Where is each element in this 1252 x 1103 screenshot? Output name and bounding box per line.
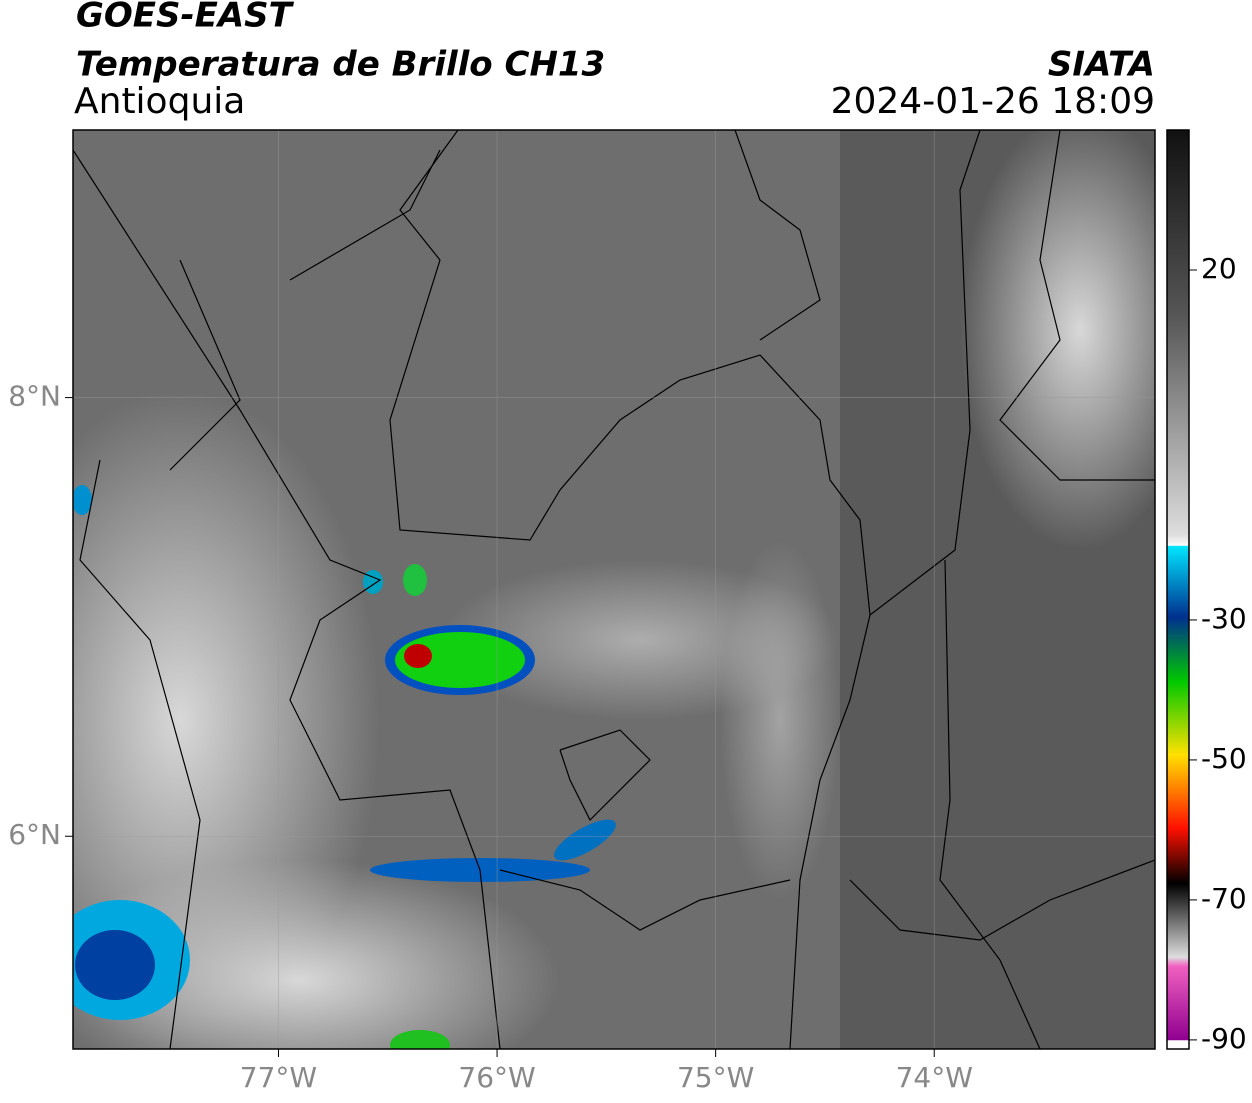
satellite-image [73,130,1155,1049]
x-tick-label: 74°W [896,1061,973,1094]
x-tick-label: 76°W [458,1061,535,1094]
colorbar-tick-label: -50 [1201,742,1247,775]
colorbar-tick-label: -30 [1201,602,1247,635]
x-tick-label: 77°W [240,1061,317,1094]
x-tick-label: 75°W [677,1061,754,1094]
colorbar [1166,129,1190,1050]
datetime: 2024-01-26 18:09 [831,81,1155,122]
y-tick-label: 8°N [8,380,61,413]
title: GOES-EAST [76,0,295,36]
map-frame [72,129,1156,1050]
subtitle: Temperatura de Brillo CH13 [76,45,605,85]
y-tick-label: 6°N [8,818,61,851]
colorbar-ticks: 20 -30 -50 -70 -90 [1189,252,1247,1055]
colorbar-tick-label: -90 [1201,1022,1247,1055]
colorbar-tick-label: -70 [1201,882,1247,915]
source: SIATA [1048,45,1155,85]
region: Antioquia [74,81,245,122]
colorbar-tick-label: 20 [1201,252,1237,285]
graticule: 77°W 76°W 75°W 74°W 8°N 6°N [8,130,1155,1094]
